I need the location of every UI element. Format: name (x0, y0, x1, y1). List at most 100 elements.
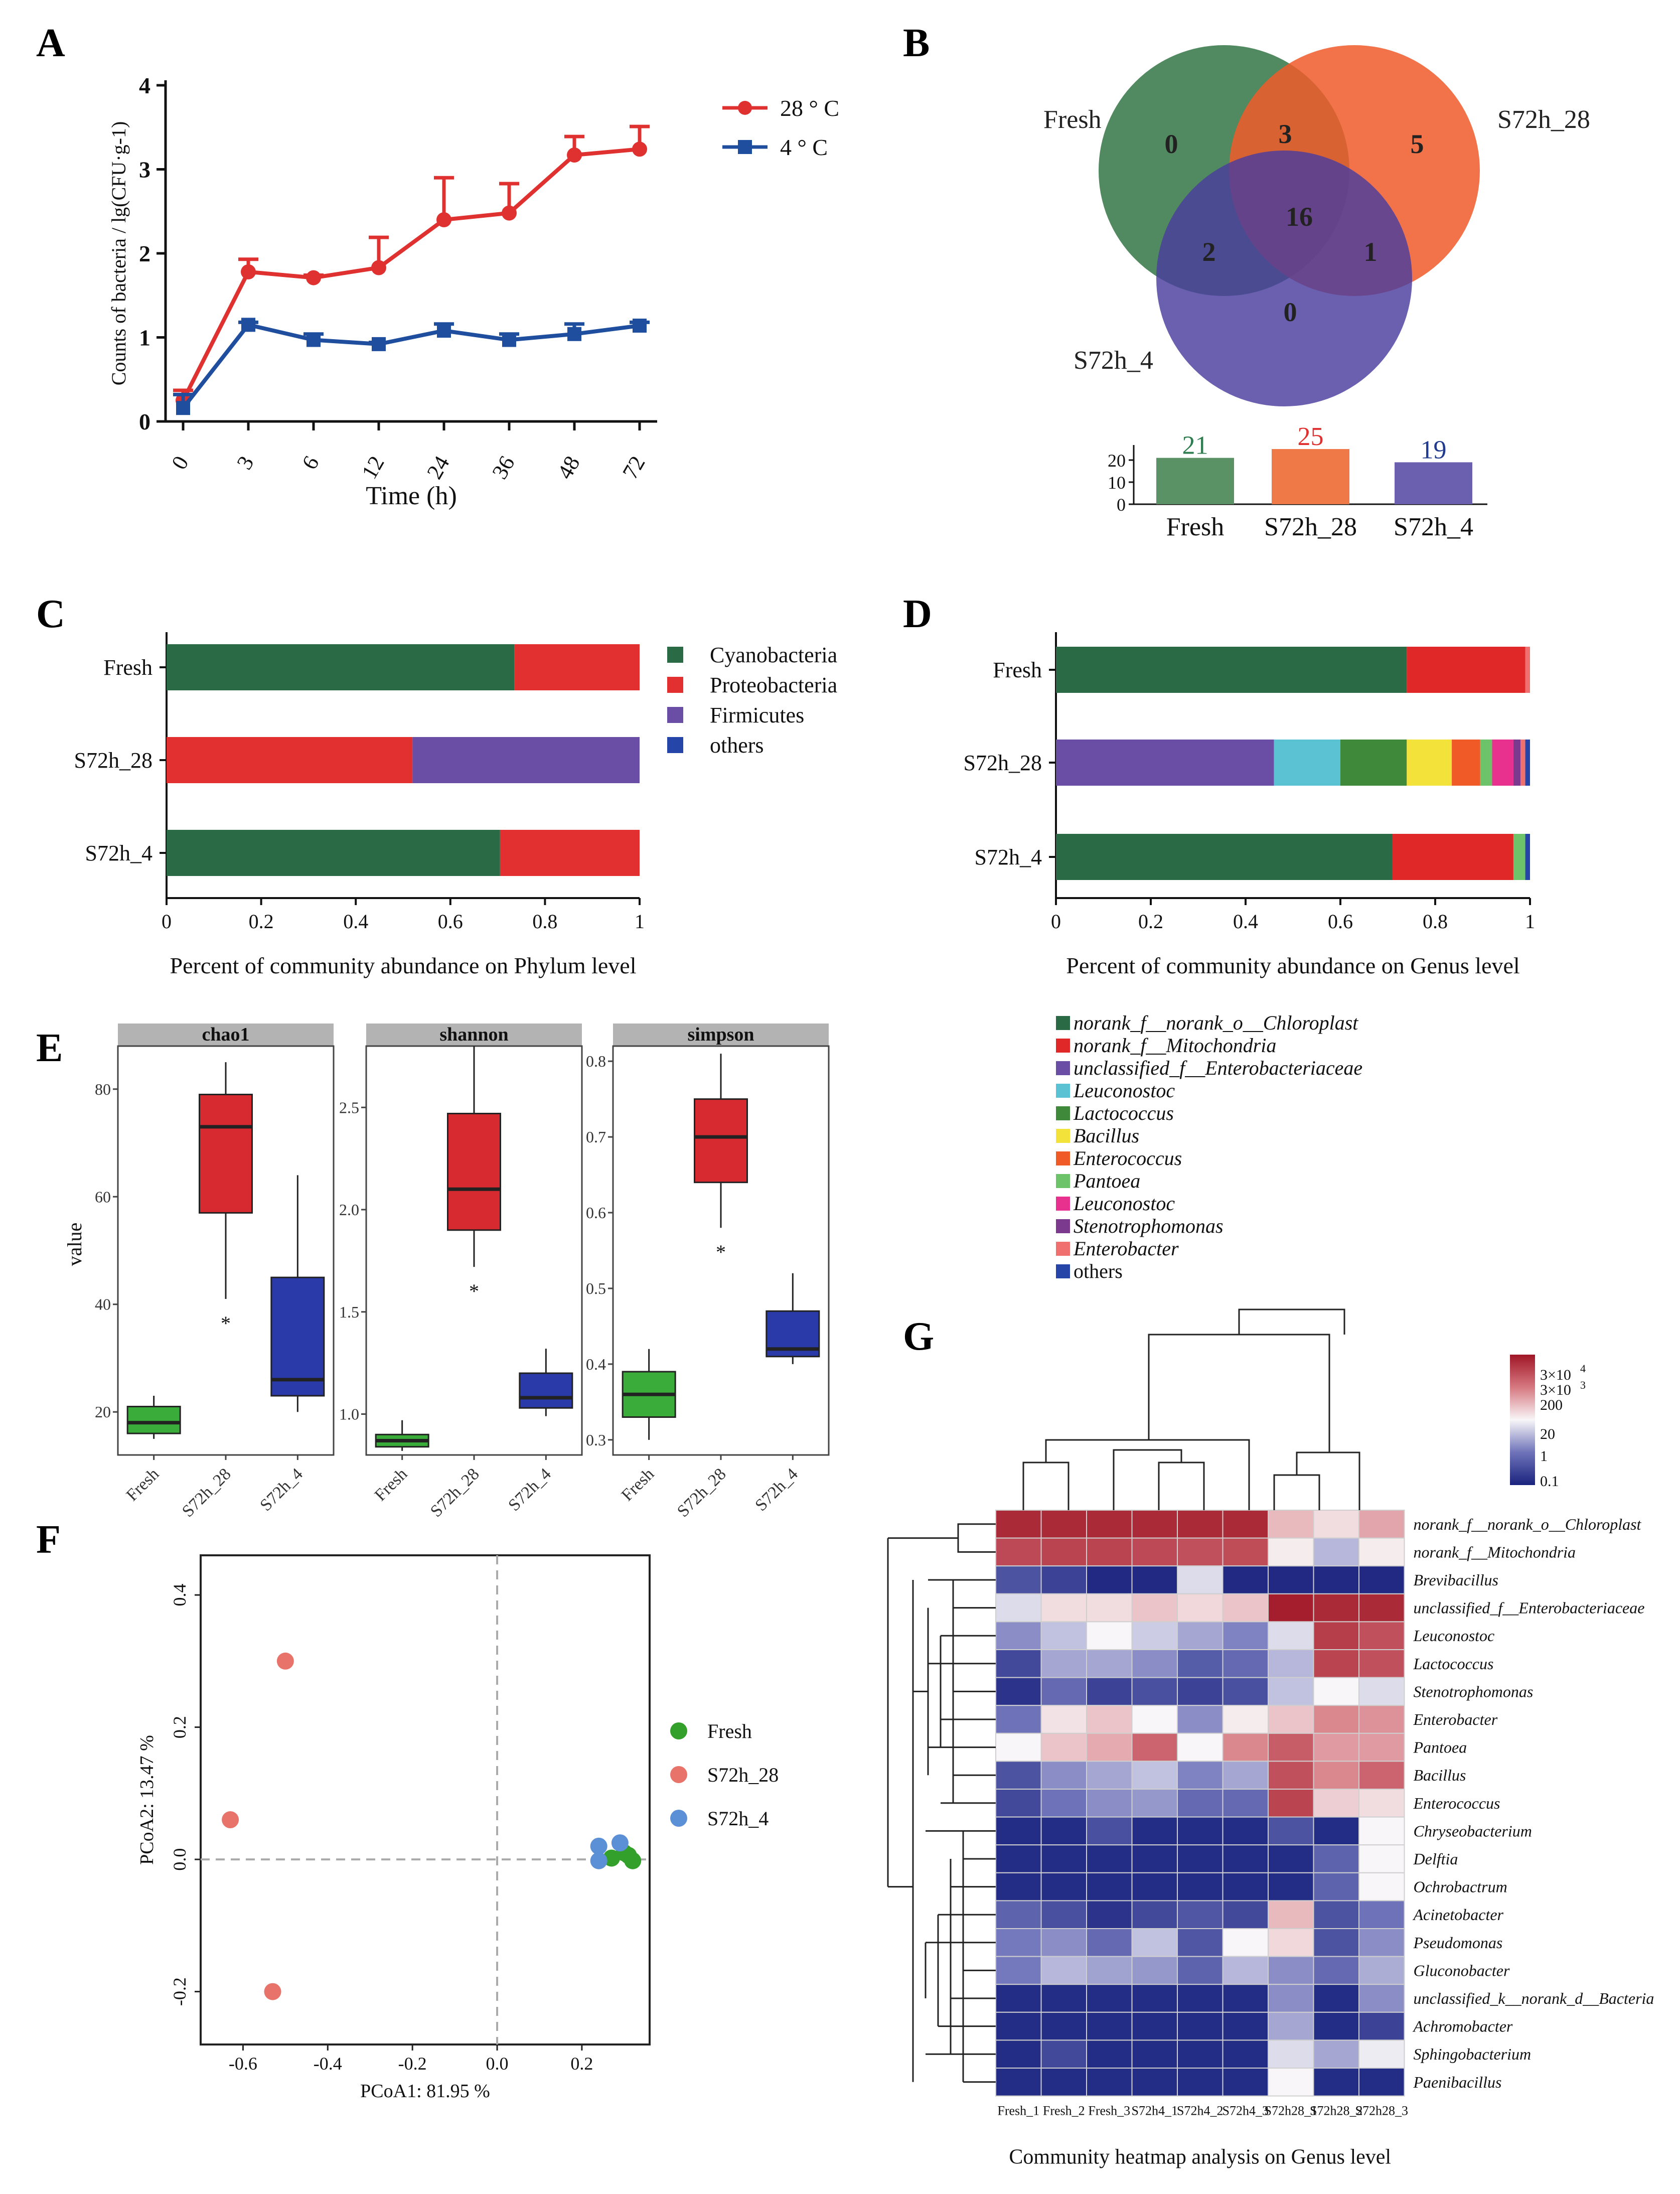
e-y-tick-label: 1.5 (339, 1303, 359, 1321)
d-legend-swatch (1056, 1061, 1070, 1075)
g-column-label: S72h28_2 (1310, 2104, 1362, 2118)
d-legend-swatch (1056, 1219, 1070, 1233)
g-colorbar-label: 1 (1540, 1448, 1548, 1465)
g-heatmap-cell (1040, 1761, 1087, 1790)
g-heatmap-cell (1313, 1956, 1359, 1985)
d-legend-swatch (1056, 1151, 1070, 1165)
g-heatmap-cell (1222, 1872, 1269, 1902)
g-row-label: Sphingobacterium (1414, 2045, 1532, 2063)
venn-count-s4_only: 0 (1284, 297, 1297, 327)
g-heatmap-cell (1358, 1649, 1405, 1678)
a-legend-marker (738, 140, 752, 154)
c-bar-segment (500, 830, 640, 876)
g-heatmap-cell (1313, 1732, 1359, 1762)
e-x-tick-label: S72h_4 (256, 1465, 307, 1515)
g-heatmap-cell (1268, 1956, 1314, 1985)
d-bar-segment (1452, 740, 1480, 786)
g-heatmap-cell (1222, 1928, 1269, 1957)
c-bar-segment (412, 737, 640, 783)
g-heatmap-cell (1177, 1900, 1224, 1929)
g-column-label: S72h4_2 (1177, 2104, 1223, 2118)
g-column-label: S72h28_3 (1355, 2104, 1408, 2118)
g-heatmap-cell (1313, 1761, 1359, 1790)
g-row-label: Paenibacillus (1413, 2073, 1502, 2091)
g-heatmap-cell (1131, 2011, 1178, 2041)
venn-set-label-fresh: Fresh (1043, 105, 1102, 134)
g-heatmap-cell (1268, 1789, 1314, 1818)
a-y-tick-label: 1 (139, 325, 150, 351)
g-heatmap-cell (1268, 1565, 1314, 1594)
g-heatmap-cell (1086, 1872, 1133, 1902)
d-category-label: S72h_4 (975, 845, 1042, 869)
f-point (276, 1652, 294, 1670)
d-bar-segment (1056, 740, 1274, 786)
e-significance-star: * (469, 1280, 479, 1302)
g-heatmap-cell (995, 1677, 1042, 1706)
g-heatmap-cell (1086, 2011, 1133, 2041)
g-heatmap-cell (1177, 1732, 1224, 1762)
e-significance-star: * (221, 1312, 231, 1335)
a-point-28c (241, 264, 256, 279)
g-row-label: Stenotrophomonas (1414, 1682, 1534, 1700)
f-point (624, 1852, 642, 1869)
venn-circle-s72h4 (1156, 151, 1412, 406)
f-legend-marker (670, 1722, 687, 1739)
g-row-label: unclassified_k__norank_d__Bacteria (1414, 1989, 1654, 2007)
g-heatmap-cell (1222, 1593, 1269, 1623)
g-x-axis-title: Community heatmap analysis on Genus leve… (1009, 2146, 1391, 2169)
g-heatmap-cell (1131, 2039, 1178, 2069)
g-heatmap-cell (995, 1510, 1042, 1539)
d-bar-segment (1525, 834, 1530, 880)
g-heatmap-cell (1358, 1956, 1405, 1985)
panel-label-b: B (903, 21, 930, 65)
e-x-tick-label: S72h_28 (427, 1465, 483, 1521)
g-row-label: Lactococcus (1413, 1655, 1494, 1673)
e-x-tick-label: Fresh (371, 1465, 411, 1505)
d-bar-segment (1525, 740, 1530, 786)
d-legend-label: Pantoea (1073, 1169, 1140, 1192)
g-heatmap-cell (995, 1732, 1042, 1762)
g-row-label: unclassified_f__Enterobacteriaceae (1414, 1599, 1645, 1617)
g-heatmap-cell (1358, 1537, 1405, 1567)
panel-label-g: G (903, 1314, 934, 1359)
a-x-tick-label: 24 (422, 452, 454, 484)
g-heatmap-cell (1222, 1732, 1269, 1762)
e-x-tick-label: Fresh (123, 1465, 163, 1505)
g-heatmap-cell (1131, 1928, 1178, 1957)
g-heatmap-cell (1131, 1984, 1178, 2013)
g-heatmap-cell (1040, 2039, 1087, 2069)
c-legend-label: Firmicutes (710, 703, 804, 727)
g-heatmap-cell (1313, 1593, 1359, 1623)
g-heatmap-cell (1268, 2011, 1314, 2041)
g-row-label: Acinetobacter (1413, 1906, 1504, 1924)
d-legend-label: norank_f__norank_o__Chloroplast (1074, 1011, 1358, 1034)
venn-set-label-s72h28: S72h_28 (1497, 105, 1590, 134)
g-heatmap-cell (1268, 1844, 1314, 1873)
a-point-28c (371, 260, 386, 275)
g-row-label: Enterococcus (1413, 1794, 1500, 1812)
g-heatmap-cell (1131, 1649, 1178, 1678)
g-heatmap-cell (1313, 1900, 1359, 1929)
g-heatmap-cell (1358, 1816, 1405, 1846)
chart-e-boxplots: value chao1 20 40 60 80 Fresh S72h_28 S72h_4 * sha… (63, 1023, 830, 1521)
g-heatmap-cell (1222, 1956, 1269, 1985)
g-heatmap-cell (995, 1984, 1042, 2013)
f-y-tick-label: 0.4 (170, 1584, 190, 1606)
c-bar-segment (167, 644, 515, 690)
e-y-tick-label: 20 (95, 1403, 111, 1421)
g-heatmap-cell (1086, 1732, 1133, 1762)
g-heatmap-cell (995, 2039, 1042, 2069)
g-heatmap-cell (1040, 1872, 1087, 1902)
f-y-tick-label: 0.0 (170, 1848, 190, 1871)
g-row-label: Gluconobacter (1414, 1961, 1510, 1979)
e-y-tick-label: 0.3 (586, 1431, 606, 1449)
f-point (264, 1983, 281, 2000)
f-legend-label: Fresh (707, 1720, 752, 1742)
e-x-tick-label: S72h_4 (505, 1465, 555, 1515)
a-series-line (181, 147, 640, 401)
f-legend-marker (670, 1766, 687, 1783)
g-row-label: Leuconostoc (1413, 1627, 1495, 1645)
g-heatmap-cell (1313, 2068, 1359, 2097)
g-heatmap-cell (1222, 1621, 1269, 1650)
g-heatmap-cell (1313, 2039, 1359, 2069)
